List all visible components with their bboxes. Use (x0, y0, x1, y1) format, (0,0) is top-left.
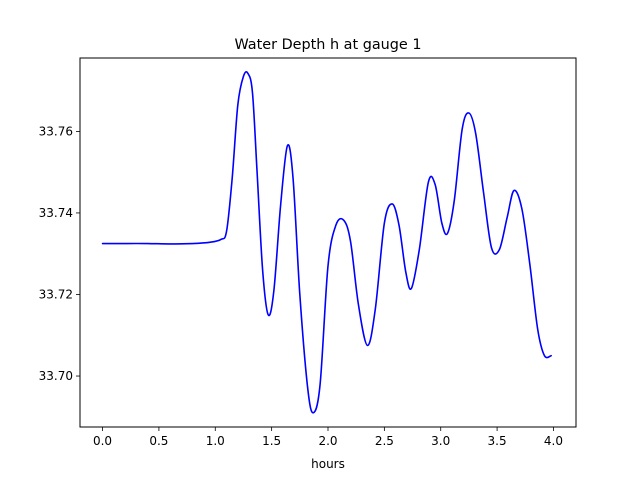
plot-frame (79, 57, 577, 428)
y-tick-label: 33.70 (39, 369, 73, 383)
x-tick-label: 2.5 (375, 434, 394, 448)
x-tick-label: 4.0 (544, 434, 563, 448)
series-layer (101, 71, 552, 414)
series-line-1 (101, 71, 552, 414)
x-tick-label: 0.5 (149, 434, 168, 448)
x-tick-label: 1.0 (206, 434, 225, 448)
chart-title: Water Depth h at gauge 1 (234, 37, 421, 53)
y-tick-label: 33.76 (39, 124, 73, 138)
x-tick-label: 1.5 (262, 434, 281, 448)
y-tick-label: 33.74 (39, 206, 73, 220)
y-axis-ticks: 33.70 33.72 33.74 33.76 (39, 124, 80, 383)
x-axis-ticks: 0.0 0.5 1.0 1.5 2.0 2.5 3.0 3.5 4.0 (93, 427, 563, 448)
plot-area (80, 58, 576, 427)
x-tick-label: 3.5 (488, 434, 507, 448)
x-tick-label: 2.0 (318, 434, 337, 448)
x-axis-label: hours (311, 457, 345, 471)
x-tick-label: 0.0 (93, 434, 112, 448)
y-tick-label: 33.72 (39, 287, 73, 301)
x-tick-label: 3.0 (431, 434, 450, 448)
